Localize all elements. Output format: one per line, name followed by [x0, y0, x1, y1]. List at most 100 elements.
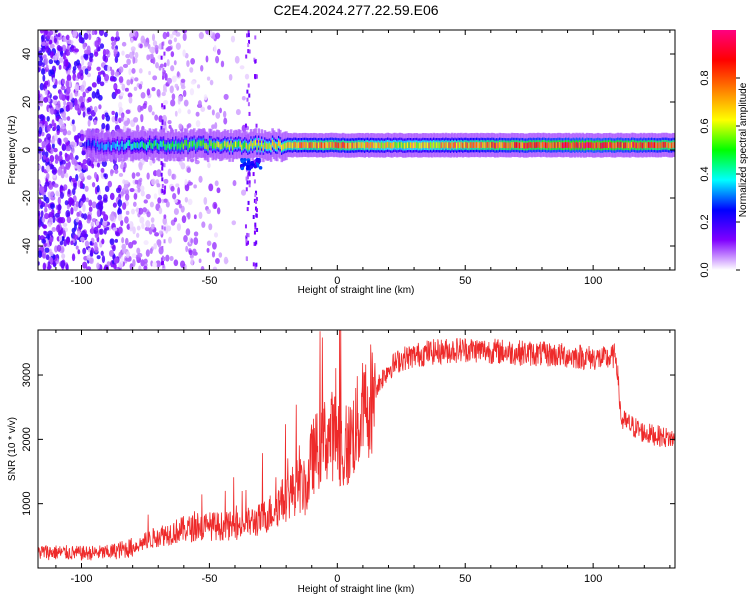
spectrogram-noise-cell [75, 245, 79, 250]
spectrogram-noise-cell [44, 57, 49, 66]
spectrogram-noise-cell [132, 259, 136, 267]
spectrogram-noise-cell [128, 256, 132, 262]
spectrogram-noise-cell [161, 91, 166, 97]
spectrogram-noise-cell [39, 101, 44, 107]
spectrogram-noise-cell [66, 116, 71, 122]
spectrogram-noise-cell [40, 68, 46, 75]
spectrogram-streak-cell [162, 71, 165, 76]
spectrogram-x-tick-label: 100 [584, 275, 602, 287]
spectrogram-noise-cell [158, 230, 163, 235]
spectrogram-noise-cell [138, 83, 143, 90]
spectrogram-noise-cell [58, 235, 63, 242]
spectrogram-noise-cell [145, 220, 151, 228]
spectrogram-streak-cell [255, 262, 258, 267]
spectrogram-noise-cell [140, 91, 146, 99]
spectrogram-noise-cell [93, 226, 99, 234]
spectrogram-noise-cell [101, 122, 106, 130]
spectrogram-noise-cell [77, 249, 81, 255]
spectrogram-noise-cell [156, 88, 161, 97]
spectrogram-streak-cell [247, 30, 250, 34]
spectrogram-noise-cell [58, 57, 64, 63]
spectrogram-noise-cell [63, 137, 69, 143]
spectrogram-blob-cell [253, 164, 258, 169]
spectrogram-noise-cell [41, 41, 47, 47]
spectrogram-noise-cell [170, 185, 175, 192]
spectrogram-noise-cell [132, 201, 137, 207]
spectrogram-noise-cell [72, 30, 78, 38]
spectrogram-noise-cell [150, 53, 154, 60]
spectrogram-noise-cell [110, 69, 115, 76]
spectrogram-noise-cell [94, 40, 99, 48]
spectrogram-noise-cell [195, 120, 201, 128]
spectrogram-y-tick-label: 0 [21, 147, 33, 153]
spectrogram-noise-cell [63, 99, 67, 106]
spectrogram-streak-cell [246, 89, 249, 94]
spectrogram-noise-cell [96, 185, 100, 193]
spectrogram-noise-cell [51, 143, 55, 150]
spectrogram-noise-cell [66, 238, 70, 246]
spectrogram-noise-cell [193, 237, 199, 245]
spectrogram-noise-cell [123, 180, 129, 185]
spectrogram-noise-cell [223, 117, 228, 125]
spectrogram-noise-cell [104, 185, 110, 193]
spectrogram-noise-cell [239, 65, 245, 70]
spectrogram-noise-cell [46, 124, 51, 132]
spectrogram-noise-cell [96, 66, 101, 71]
spectrogram-noise-cell [228, 73, 233, 81]
spectrogram-noise-cell [180, 205, 185, 213]
spectrogram-noise-cell [193, 184, 197, 189]
spectrogram-noise-cell [80, 236, 85, 242]
spectrogram-noise-cell [194, 160, 200, 165]
spectrogram-noise-cell [125, 54, 130, 59]
spectrogram-noise-cell [114, 238, 119, 243]
spectrogram-noise-cell [65, 264, 69, 270]
spectrogram-noise-cell [59, 240, 64, 246]
spectrogram-noise-cell [208, 183, 214, 192]
spectrogram-streak-cell [247, 102, 250, 107]
spectrogram-blob-cell [249, 165, 254, 169]
spectrogram-streak-cell [248, 171, 251, 176]
spectrogram-noise-cell [130, 37, 134, 44]
spectrogram-noise-cell [143, 258, 148, 264]
spectrogram-noise-cell [214, 32, 221, 39]
spectrogram-noise-cell [137, 187, 141, 193]
spectrogram-noise-cell [120, 219, 124, 227]
spectrogram-noise-cell [38, 219, 42, 228]
spectrogram-noise-cell [42, 262, 47, 270]
spectrogram-noise-cell [189, 67, 194, 73]
spectrogram-noise-cell [41, 216, 46, 223]
spectrogram-noise-cell [140, 190, 145, 197]
spectrogram-noise-cell [162, 217, 167, 225]
spectrogram-noise-cell [51, 226, 57, 232]
spectrogram-noise-cell [86, 30, 92, 34]
spectrogram-streak-cell [247, 200, 250, 205]
colorbar-tick-label: 0.6 [699, 118, 711, 133]
spectrogram-noise-cell [115, 187, 122, 194]
spectrogram-noise-cell [241, 96, 246, 101]
spectrogram-noise-cell [91, 218, 97, 223]
spectrogram-noise-cell [171, 75, 177, 83]
spectrogram-noise-cell [198, 32, 204, 40]
spectrogram-noise-cell [49, 236, 54, 243]
spectrogram-noise-cell [74, 91, 79, 97]
spectrogram-x-tick-label: 50 [459, 275, 471, 287]
spectrogram-noise-cell [158, 187, 162, 196]
spectrogram-noise-cell [173, 208, 179, 215]
spectrogram-noise-cell [140, 35, 146, 44]
spectrogram-noise-cell [118, 117, 122, 124]
spectrogram-noise-cell [103, 214, 109, 222]
spectrogram-noise-cell [132, 226, 136, 235]
snr-y-tick-label: 3000 [21, 363, 33, 387]
spectrogram-noise-cell [104, 112, 109, 118]
spectrogram-streak-cell [161, 188, 164, 193]
spectrogram-noise-cell [87, 61, 92, 67]
spectrogram-noise-cell [119, 91, 125, 97]
spectrogram-noise-cell [151, 33, 156, 42]
spectrogram-noise-cell [77, 230, 81, 238]
spectrogram-noise-cell [126, 224, 131, 230]
spectrogram-noise-cell [167, 168, 172, 177]
spectrogram-noise-cell [57, 167, 62, 176]
colorbar-tick-label: 0.4 [699, 166, 711, 181]
spectrogram-streak-cell [244, 123, 247, 128]
